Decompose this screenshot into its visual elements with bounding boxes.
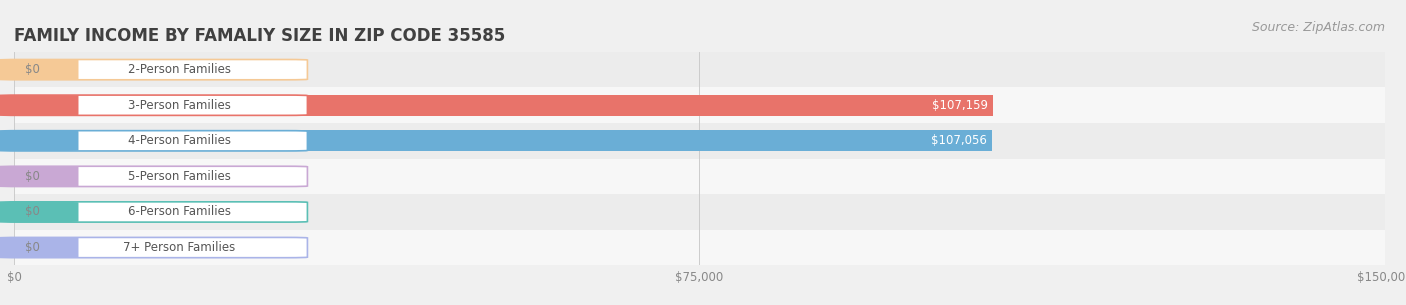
FancyBboxPatch shape <box>0 202 308 222</box>
FancyBboxPatch shape <box>0 202 79 222</box>
Bar <box>14 194 1385 230</box>
FancyBboxPatch shape <box>0 59 308 80</box>
Text: $107,056: $107,056 <box>931 134 987 147</box>
Text: Source: ZipAtlas.com: Source: ZipAtlas.com <box>1251 21 1385 34</box>
Bar <box>14 95 994 116</box>
Text: $107,159: $107,159 <box>932 99 988 112</box>
Text: 3-Person Families: 3-Person Families <box>128 99 231 112</box>
Bar <box>14 52 1385 88</box>
FancyBboxPatch shape <box>0 95 308 115</box>
Bar <box>14 130 993 152</box>
Bar <box>14 88 1385 123</box>
Text: 5-Person Families: 5-Person Families <box>128 170 231 183</box>
Text: $0: $0 <box>25 241 39 254</box>
FancyBboxPatch shape <box>0 237 308 258</box>
FancyBboxPatch shape <box>0 166 308 187</box>
FancyBboxPatch shape <box>0 166 79 187</box>
Bar <box>14 230 1385 265</box>
Text: FAMILY INCOME BY FAMALIY SIZE IN ZIP CODE 35585: FAMILY INCOME BY FAMALIY SIZE IN ZIP COD… <box>14 27 505 45</box>
FancyBboxPatch shape <box>0 59 79 80</box>
FancyBboxPatch shape <box>0 131 79 151</box>
Text: $0: $0 <box>25 63 39 76</box>
Bar <box>14 123 1385 159</box>
FancyBboxPatch shape <box>0 95 79 115</box>
Text: 4-Person Families: 4-Person Families <box>128 134 231 147</box>
FancyBboxPatch shape <box>0 237 79 258</box>
Text: $0: $0 <box>25 206 39 218</box>
Text: 6-Person Families: 6-Person Families <box>128 206 231 218</box>
Bar <box>14 159 1385 194</box>
Text: 2-Person Families: 2-Person Families <box>128 63 231 76</box>
Text: $0: $0 <box>25 170 39 183</box>
Text: 7+ Person Families: 7+ Person Families <box>124 241 235 254</box>
FancyBboxPatch shape <box>0 131 308 151</box>
